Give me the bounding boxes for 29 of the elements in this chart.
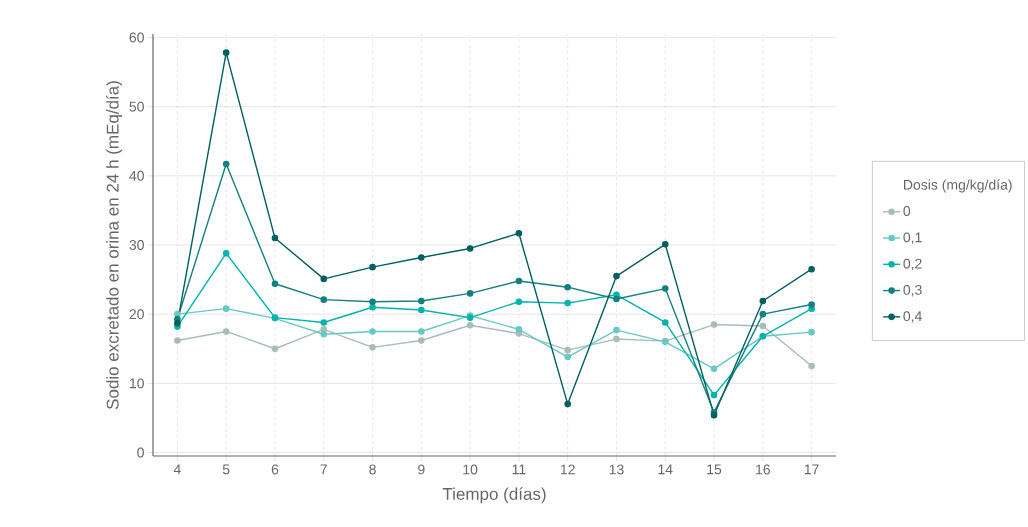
x-tick-label: 6 xyxy=(271,464,279,475)
x-tick-label: 9 xyxy=(418,464,425,475)
x-tick-label: 12 xyxy=(560,464,575,475)
x-tick-label: 10 xyxy=(463,464,478,475)
x-axis-title: Tiempo (días) xyxy=(442,487,546,504)
x-tick-label: 4 xyxy=(173,464,181,475)
x-tick-label: 13 xyxy=(609,464,624,475)
x-tick-label: 16 xyxy=(756,464,770,475)
y-tick-label: 40 xyxy=(129,170,144,181)
x-tick-label: 15 xyxy=(707,464,722,475)
legend-label: 0,2 xyxy=(903,258,922,271)
y-tick-label: 0 xyxy=(137,447,144,458)
x-tick-label: 17 xyxy=(804,464,819,475)
y-tick-label: 60 xyxy=(129,32,144,43)
y-tick-label: 30 xyxy=(129,240,144,250)
x-tick-label: 8 xyxy=(369,464,376,475)
x-tick-label: 14 xyxy=(658,464,673,475)
legend-label: 0,1 xyxy=(903,232,922,244)
legend-label: 0 xyxy=(903,206,911,217)
legend-title: Dosis (mg/kg/día) xyxy=(904,179,1012,193)
y-axis-title: Sodio excretado en orina en 24 h (mEq/día) xyxy=(106,81,123,410)
y-tick-label: 50 xyxy=(129,101,144,112)
legend-label: 0,3 xyxy=(903,284,922,297)
x-tick-label: 11 xyxy=(512,464,526,475)
y-tick-label: 10 xyxy=(129,378,144,389)
x-tick-label: 7 xyxy=(320,464,327,475)
x-tick-label: 5 xyxy=(222,464,230,475)
y-tick-label: 20 xyxy=(129,309,144,320)
legend-label: 0,4 xyxy=(903,311,922,323)
